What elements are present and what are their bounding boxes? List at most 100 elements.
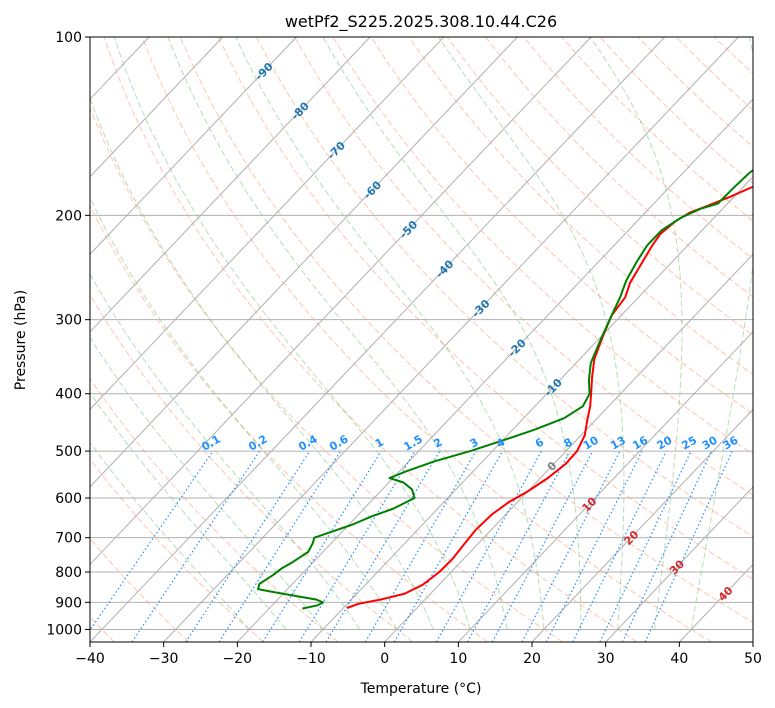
dry-adiabat-line: [599, 37, 753, 185]
x-tick-label: 10: [449, 651, 467, 667]
mixing-ratio-line: [262, 450, 382, 642]
isotherm-line: [605, 486, 753, 642]
mixing-ratio-line: [364, 450, 477, 642]
dry-adiabat-line: [408, 37, 753, 375]
mixing-ratio-line: [644, 450, 733, 642]
dry-adiabat-line: [332, 37, 753, 455]
mixing-ratio-label: 20: [655, 433, 675, 452]
mixing-ratio-line: [298, 450, 416, 642]
x-tick-label: 40: [670, 651, 688, 667]
y-tick-label: 1000: [46, 622, 82, 638]
mixing-ratio-line: [325, 450, 441, 642]
dewpoint-profile: [257, 168, 753, 610]
mixing-ratio-label: 0.6: [327, 432, 351, 453]
dry-adiabat-line: [714, 37, 753, 75]
x-tick-label: 20: [523, 651, 541, 667]
guide-labels: 0.1 0.2 0.4 0.6 1 1.5 2 3 4 6 8 10 13 16 20 25 30 36-90-8…: [199, 60, 740, 604]
dry-adiabat-line: [90, 377, 339, 642]
y-tick-label: 100: [55, 30, 82, 46]
y-tick-label: 300: [55, 313, 82, 329]
dry-adiabat-line: [141, 37, 712, 642]
moist-adiabat-line: [90, 441, 250, 630]
isotherm-line: [90, 37, 297, 256]
y-tick-label: 400: [55, 387, 82, 403]
y-axis: 100 200 300 400 500 600 700 800 900 1000: [46, 30, 90, 638]
dry-adiabats: [90, 37, 753, 642]
mixing-ratio-line: [572, 450, 667, 642]
dry-adiabat-line: [103, 37, 638, 642]
isotherm-line: [384, 253, 753, 642]
isotherm-line: [163, 37, 739, 642]
y-tick-label: 200: [55, 208, 82, 224]
mixing-ratio-lines: [90, 450, 733, 642]
mixing-ratio-label: 1: [373, 436, 386, 451]
moist-adiabat-line: [690, 37, 753, 630]
x-tick-label: 30: [597, 651, 615, 667]
x-tick-label: −20: [223, 651, 253, 667]
dry-adiabat-line: [523, 37, 753, 260]
moist-adiabat-line: [589, 37, 683, 630]
isotherm-line: [310, 176, 753, 642]
moist-adiabat-line: [90, 391, 287, 630]
mixing-ratio-line: [599, 450, 692, 642]
mixing-ratio-line: [218, 450, 342, 642]
dry-adiabat-line: [294, 37, 753, 496]
chart-title: wetPf2_S225.2025.308.10.44.C26: [285, 12, 557, 32]
dry-adiabat-line: [637, 37, 753, 148]
dry-adiabat-line: [90, 204, 488, 642]
mixing-ratio-label: 0.1: [199, 433, 222, 454]
mixing-ratio-line: [521, 450, 621, 642]
y-tick-label: 900: [55, 595, 82, 611]
mixing-ratio-label: 2: [431, 436, 444, 451]
isotherm-line: [90, 37, 518, 488]
mixing-ratio-line: [466, 450, 571, 642]
moist-adiabat-line: [90, 196, 398, 630]
dry-adiabat-line: [446, 37, 753, 336]
mixing-ratio-label: 1.5: [401, 433, 424, 454]
y-tick-label: 800: [55, 565, 82, 581]
dry-adiabat-line: [217, 37, 753, 580]
dry-adiabat-line: [90, 106, 563, 642]
mixing-ratio-line: [393, 450, 504, 642]
mixing-ratio-line: [90, 450, 214, 632]
x-tick-label: −10: [296, 651, 326, 667]
dry-adiabat-line: [90, 293, 414, 642]
mixing-ratio-line: [545, 450, 643, 642]
isotherm-line: [752, 641, 753, 642]
x-axis: −40 −30 −20 −10 0 10 20 30 40 50: [75, 642, 762, 667]
mixing-ratio-label: 16: [630, 433, 650, 452]
x-tick-label: −40: [75, 651, 105, 667]
moist-adiabat-line: [235, 37, 545, 630]
moist-adiabat-line: [90, 336, 324, 630]
mixing-ratio-label: 0.4: [296, 432, 320, 453]
isotherm-line: [457, 331, 753, 642]
isotherm-line: [90, 37, 224, 178]
x-tick-label: −30: [149, 651, 179, 667]
x-tick-label: 0: [380, 651, 389, 667]
isotherm-line: [236, 98, 753, 642]
moist-adiabat-line: [90, 97, 434, 630]
isotherm-line: [531, 408, 753, 642]
dry-adiabat-line: [179, 37, 753, 623]
x-tick-label: 50: [744, 651, 762, 667]
y-tick-label: 600: [55, 491, 82, 507]
dry-adiabat-line: [561, 37, 753, 222]
mixing-ratio-line: [621, 450, 713, 642]
isotherm-line: [90, 37, 445, 411]
pressure-gridlines: [90, 37, 753, 630]
plot-frame: [89, 36, 754, 643]
mixing-ratio-label: 25: [679, 434, 699, 453]
moist-adiabat-line: [167, 37, 508, 630]
y-axis-label: Pressure (hPa): [13, 290, 29, 390]
moist-adiabat-line: [438, 37, 625, 630]
y-tick-label: 700: [55, 531, 82, 547]
mixing-ratio-label: 30: [700, 433, 720, 452]
mixing-ratio-line: [435, 450, 542, 642]
mixing-ratio-label: 6: [533, 435, 546, 450]
mixing-ratio-line: [131, 450, 261, 642]
isotherm-line: [90, 37, 666, 642]
sounding-profiles: [257, 168, 753, 610]
x-axis-label: Temperature (°C): [360, 681, 482, 697]
isotherm-line: [90, 37, 592, 566]
